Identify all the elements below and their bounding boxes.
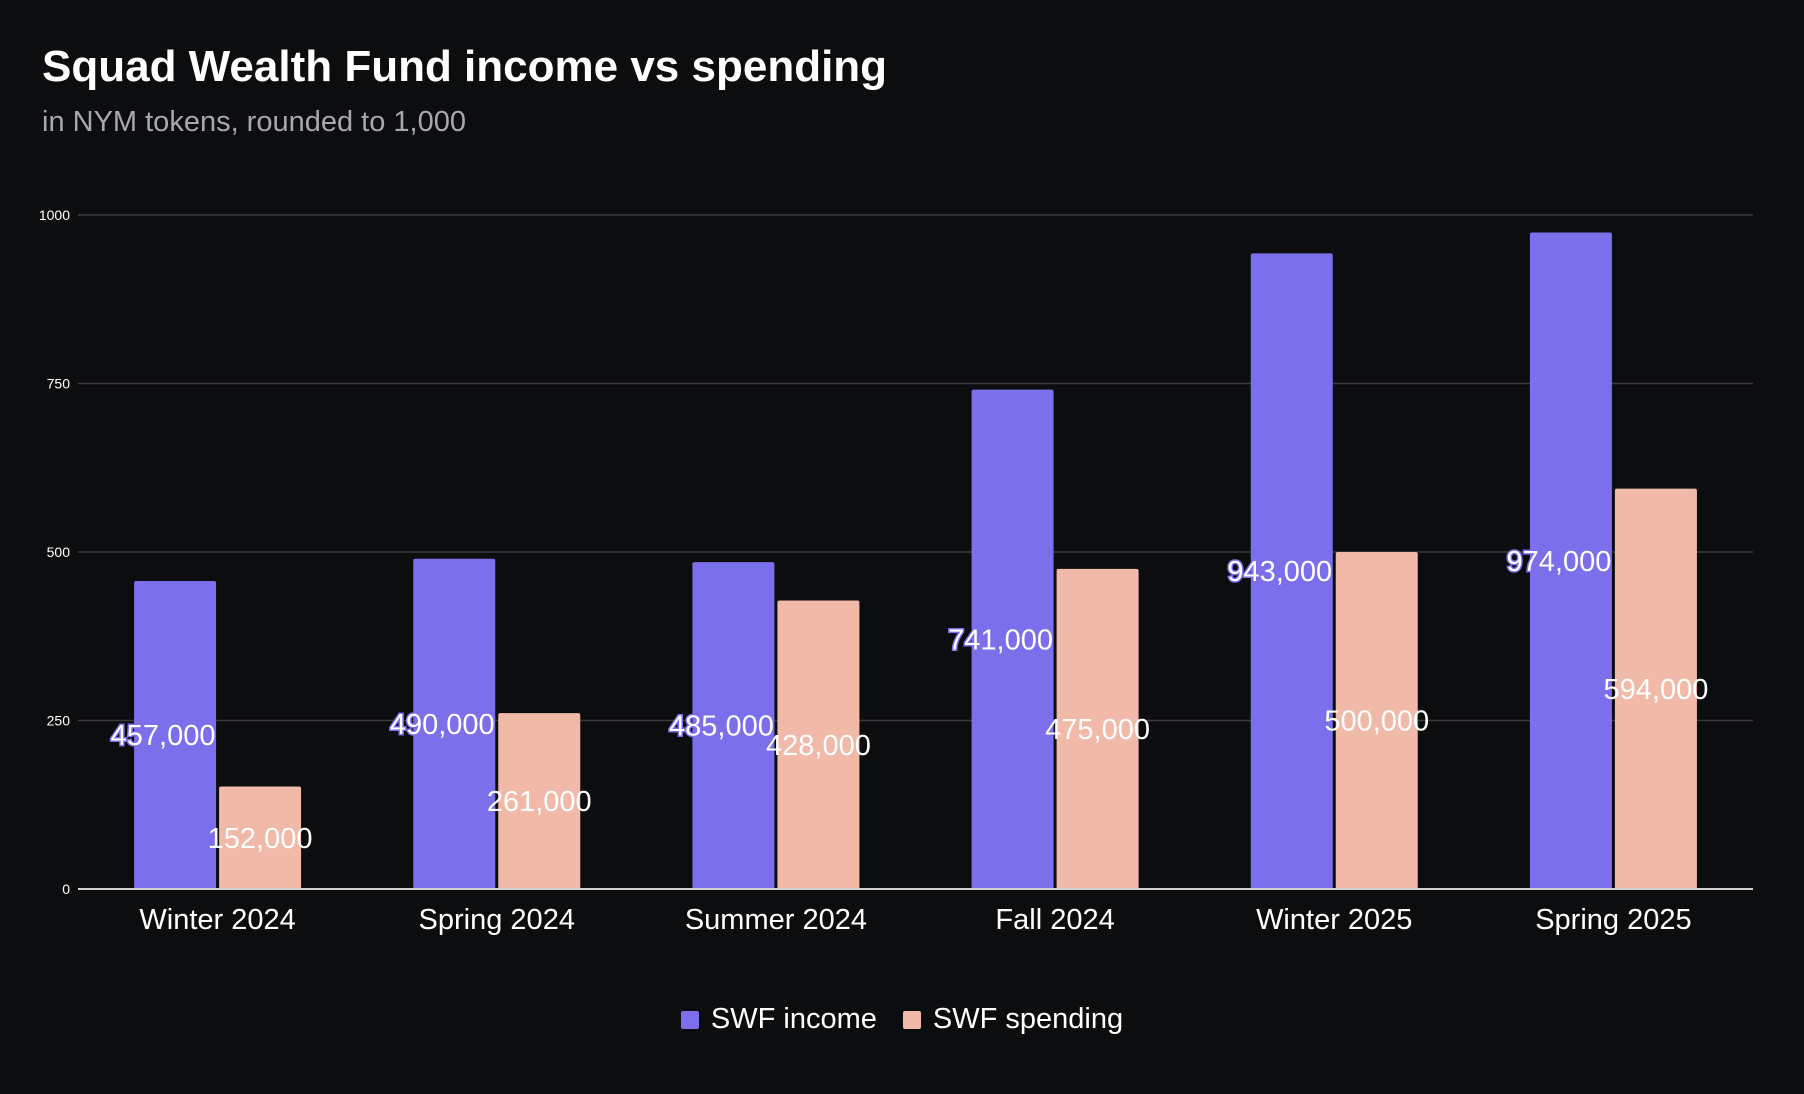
income-bar-2 bbox=[692, 562, 775, 889]
spending-bar-2 bbox=[777, 600, 860, 889]
y-tick-label-0: 0 bbox=[62, 881, 70, 897]
x-tick-label-4: Winter 2025 bbox=[1256, 904, 1412, 936]
spending-data-label-4: 500,000 bbox=[1324, 706, 1429, 738]
income-bar-5 bbox=[1529, 232, 1612, 890]
income-data-label-4: 943,000 bbox=[1227, 556, 1332, 588]
chart-title: Squad Wealth Fund income vs spending bbox=[42, 42, 888, 91]
legend-item-income[interactable]: SWF income bbox=[680, 1003, 877, 1036]
spending-data-label-2: 428,000 bbox=[766, 730, 871, 762]
x-tick-label-1: Spring 2024 bbox=[419, 904, 575, 936]
spending-data-label-0: 152,000 bbox=[208, 823, 313, 855]
y-tick-label-1000: 1000 bbox=[39, 207, 70, 223]
legend-item-spending[interactable]: SWF spending bbox=[902, 1003, 1124, 1036]
spending-data-label-1: 261,000 bbox=[487, 786, 592, 818]
x-tick-label-2: Summer 2024 bbox=[685, 904, 867, 936]
data-labels-layer: 457,000 152,000 490,000 261,000 485,000428,0… bbox=[109, 544, 1709, 855]
y-tick-label-750: 750 bbox=[47, 376, 71, 392]
spending-data-label-3: 475,000 bbox=[1045, 714, 1150, 746]
x-tick-label-3: Fall 2024 bbox=[995, 904, 1114, 936]
y-tick-label-250: 250 bbox=[47, 713, 71, 729]
spending-data-label-5: 594,000 bbox=[1604, 674, 1709, 706]
legend-label-spending: SWF spending bbox=[932, 1003, 1124, 1035]
x-axis: Winter 2024 Spring 2024 Summer 2024 Fall 20… bbox=[78, 888, 1753, 936]
spending-bar-0 bbox=[219, 786, 302, 889]
bars-layer bbox=[134, 232, 1697, 890]
income-bar-0 bbox=[134, 580, 217, 889]
spending-bar-4 bbox=[1335, 552, 1418, 889]
y-tick-label-500: 500 bbox=[47, 544, 71, 560]
legend: SWF income SWF spending bbox=[0, 1003, 1804, 1036]
spending-bar-5 bbox=[1614, 488, 1697, 889]
chart-subtitle: in NYM tokens, rounded to 1,000 bbox=[42, 106, 466, 138]
income-bar-4 bbox=[1250, 253, 1333, 890]
spending-bar-3 bbox=[1056, 568, 1139, 889]
income-bar-3 bbox=[971, 389, 1054, 889]
grid-layer: 0 250 500 750 1000 bbox=[39, 207, 1753, 897]
legend-swatch-income bbox=[680, 1010, 699, 1029]
income-data-label-5: 974,000 bbox=[1507, 546, 1612, 578]
income-data-label-2: 485,000 bbox=[669, 711, 774, 743]
x-tick-label-5: Spring 2025 bbox=[1535, 904, 1691, 936]
legend-label-income: SWF income bbox=[710, 1003, 877, 1035]
legend-swatch-spending bbox=[902, 1010, 921, 1029]
income-data-label-1: 490,000 bbox=[390, 709, 495, 741]
income-data-label-3: 741,000 bbox=[948, 624, 1053, 656]
income-data-label-0: 457,000 bbox=[111, 720, 216, 752]
income-bar-1 bbox=[413, 558, 496, 889]
x-tick-label-0: Winter 2024 bbox=[139, 904, 295, 936]
spending-bar-1 bbox=[498, 713, 581, 889]
